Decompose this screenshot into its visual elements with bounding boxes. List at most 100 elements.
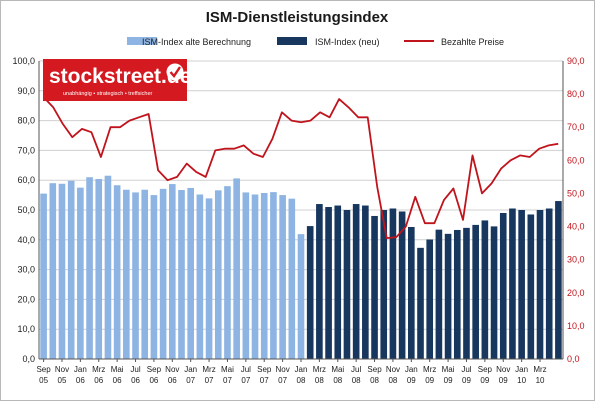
left-tick-label: 50,0 [17, 205, 35, 215]
x-tick-month: Sep [367, 365, 382, 374]
x-tick-year: 05 [58, 376, 67, 385]
x-tick-month: Mrz [423, 365, 436, 374]
x-tick-year: 07 [186, 376, 195, 385]
logo-background [43, 59, 187, 101]
price-series-line [43, 96, 559, 239]
bar-old [178, 190, 185, 359]
bar-new [499, 212, 507, 359]
price-line [43, 96, 559, 239]
right-tick-label: 30,0 [567, 255, 585, 265]
bar-old [168, 184, 176, 359]
bar-old [123, 189, 130, 359]
bar-new [371, 215, 378, 359]
bar-new [453, 229, 461, 359]
x-tick-year: 07 [205, 376, 214, 385]
x-tick-year: 06 [168, 376, 177, 385]
bar-new [536, 210, 544, 359]
x-tick-month: Jul [241, 365, 251, 374]
x-tick-year: 06 [94, 376, 103, 385]
bar-old [150, 195, 158, 359]
bar-new [334, 205, 342, 359]
x-tick-month: Jan [405, 365, 418, 374]
bar-new [389, 208, 397, 359]
bar-old [67, 180, 75, 359]
bar-new [380, 210, 388, 359]
x-tick-year: 06 [76, 376, 85, 385]
x-tick-year: 10 [536, 376, 545, 385]
bar-new [490, 226, 498, 359]
bar-old [49, 183, 57, 359]
x-tick-year: 08 [352, 376, 361, 385]
x-tick-year: 10 [517, 376, 526, 385]
legend-label-prices: Bezahlte Preise [441, 37, 504, 47]
x-tick-year: 08 [370, 376, 379, 385]
x-tick-month: Mai [111, 365, 124, 374]
bar-old [260, 193, 268, 359]
bar-new [408, 226, 415, 359]
right-tick-label: 90,0 [567, 56, 585, 66]
left-axis-ticks: 0,0 10,0 20,0 30,0 40,0 50,0 60,0 70,0 80,0 90,0 1… [12, 56, 35, 364]
x-tick-month: Jul [130, 365, 140, 374]
bar-old [104, 175, 112, 359]
bar-old [224, 186, 231, 359]
bar-old [251, 194, 259, 359]
logo-wordmark: stockstreet.de [49, 65, 191, 88]
x-tick-year: 06 [131, 376, 140, 385]
left-tick-label: 40,0 [17, 235, 35, 245]
x-tick-month: Nov [165, 365, 179, 374]
right-tick-label: 60,0 [567, 155, 585, 165]
bar-old [113, 185, 121, 359]
legend: ISM-Index alte Berechnung ISM-Index (neu… [127, 37, 504, 47]
right-tick-label: 40,0 [567, 222, 585, 232]
x-tick-month: Mrz [202, 365, 215, 374]
left-tick-label: 30,0 [17, 265, 35, 275]
x-tick-month: Nov [386, 365, 400, 374]
x-tick-year: 09 [407, 376, 416, 385]
logo-tagline: unabhängig • strategisch • treffsicher [63, 91, 153, 97]
x-tick-month: Mrz [92, 365, 105, 374]
chart-title: ISM-Dienstleistungsindex [206, 9, 389, 26]
x-tick-year: 07 [278, 376, 287, 385]
bar-new [398, 211, 406, 359]
bar-old [288, 198, 296, 359]
bar-new [325, 207, 332, 359]
x-tick-year: 06 [113, 376, 122, 385]
x-tick-year: 05 [39, 376, 48, 385]
x-tick-month: Jan [295, 365, 308, 374]
left-tick-label: 90,0 [17, 86, 35, 96]
x-tick-month: Sep [36, 365, 51, 374]
x-tick-year: 09 [444, 376, 453, 385]
right-tick-label: 70,0 [567, 122, 585, 132]
bar-old [196, 194, 204, 359]
x-tick-month: Mai [331, 365, 344, 374]
bar-old [86, 177, 93, 359]
x-tick-month: Nov [55, 365, 69, 374]
x-tick-month: Nov [275, 365, 289, 374]
x-tick-year: 07 [260, 376, 269, 385]
left-tick-label: 100,0 [12, 56, 35, 66]
bar-new [444, 233, 452, 359]
bar-old [205, 198, 213, 359]
bar-new [426, 239, 434, 359]
x-tick-year: 09 [425, 376, 434, 385]
bar-new [555, 201, 562, 359]
bar-old [233, 178, 240, 359]
x-tick-year: 08 [388, 376, 397, 385]
bars [40, 175, 562, 359]
x-tick-year: 07 [241, 376, 250, 385]
x-tick-month: Jul [351, 365, 361, 374]
x-tick-year: 06 [149, 376, 158, 385]
left-tick-label: 0,0 [22, 354, 35, 364]
left-tick-label: 70,0 [17, 145, 35, 155]
bar-new [435, 229, 443, 359]
x-tick-month: Mrz [533, 365, 546, 374]
x-tick-month: Sep [257, 365, 272, 374]
bar-new [417, 247, 424, 359]
right-tick-label: 0,0 [567, 354, 580, 364]
right-tick-label: 80,0 [567, 89, 585, 99]
bar-old [279, 195, 286, 359]
bar-old [242, 192, 250, 359]
x-tick-year: 09 [480, 376, 489, 385]
